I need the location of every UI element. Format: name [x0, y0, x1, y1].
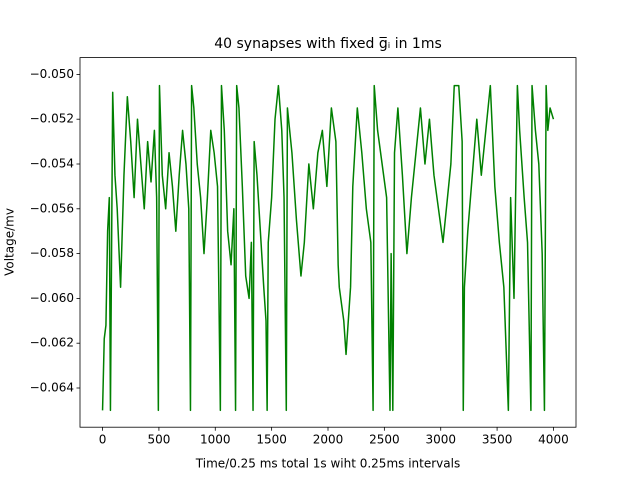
y-tick-label: −0.050: [30, 67, 74, 81]
y-tick-label: −0.058: [30, 246, 74, 260]
y-tick-label: −0.060: [30, 291, 74, 305]
y-tick-label: −0.054: [30, 157, 74, 171]
y-tick-label: −0.064: [30, 381, 74, 395]
x-tick-label: 2500: [369, 433, 400, 447]
line: [101, 84, 555, 412]
x-tick-label: 1000: [200, 433, 231, 447]
x-tick-label: 0: [99, 433, 107, 447]
y-tick-label: −0.062: [30, 336, 74, 350]
y-tick-label: −0.052: [30, 112, 74, 126]
x-tick-label: 2000: [313, 433, 344, 447]
x-tick-label: 4000: [538, 433, 569, 447]
chart-title: 40 synapses with fixed g̅ᵢ in 1ms: [214, 36, 442, 52]
x-axis-label: Time/0.25 ms total 1s wiht 0.25ms interv…: [195, 457, 460, 471]
plot-frame: [79, 57, 577, 428]
x-tick-label: 3000: [425, 433, 456, 447]
y-axis-label: Voltage/mv: [3, 208, 17, 276]
x-tick-label: 3500: [482, 433, 513, 447]
y-tick-label: −0.056: [30, 201, 74, 215]
x-tick-label: 1500: [256, 433, 287, 447]
x-tick-label: 500: [147, 433, 170, 447]
